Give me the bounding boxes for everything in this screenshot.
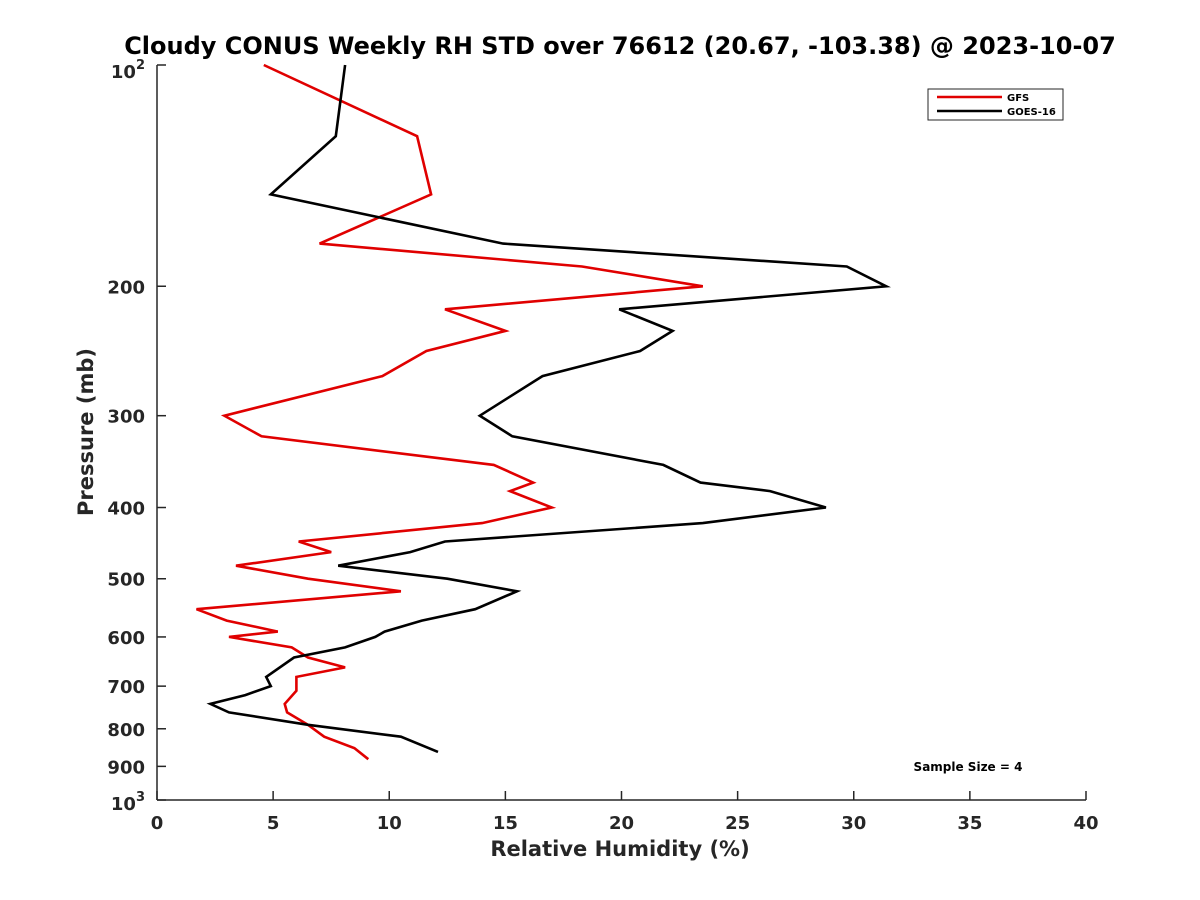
x-tick-label: 20 — [609, 813, 634, 834]
x-tick-label: 35 — [957, 813, 982, 834]
series-line-gfs — [196, 63, 704, 761]
y-bottom-tick-exp: 3 — [136, 790, 145, 805]
y-bottom-tick-base: 10 — [111, 794, 136, 815]
y-tick-label: 400 — [107, 499, 145, 520]
x-tick-label: 5 — [267, 813, 280, 834]
x-tick-label: 10 — [377, 813, 402, 834]
y-top-tick-label: 102 — [111, 58, 145, 83]
x-tick-label: 15 — [493, 813, 518, 834]
y-top-tick-exp: 2 — [136, 58, 145, 73]
x-axis-label: Relative Humidity (%) — [490, 837, 749, 861]
y-tick-label: 200 — [107, 277, 145, 298]
y-bottom-tick-label: 103 — [111, 790, 145, 815]
y-tick-label: 300 — [107, 407, 145, 428]
sample-size-annotation: Sample Size = 4 — [914, 760, 1023, 774]
series-layer — [196, 63, 891, 761]
y-axis-label: Pressure (mb) — [74, 348, 98, 516]
series-line-goes-16 — [206, 64, 891, 754]
x-ticks: 0 5 10 15 20 25 30 35 40 — [151, 791, 1099, 834]
y-tick-label: 900 — [107, 757, 145, 778]
x-tick-label: 0 — [151, 813, 164, 834]
y-tick-label: 800 — [107, 720, 145, 741]
legend: GFS GOES-16 — [927, 88, 1064, 121]
legend-label-gfs: GFS — [1007, 93, 1029, 104]
x-tick-label: 25 — [725, 813, 750, 834]
legend-box — [927, 88, 1064, 121]
y-ticks: 200 300 400 500 600 700 800 900 — [107, 64, 166, 801]
x-tick-label: 40 — [1073, 813, 1098, 834]
y-tick-label: 600 — [107, 628, 145, 649]
y-tick-label: 500 — [107, 570, 145, 591]
chart-title: Cloudy CONUS Weekly RH STD over 76612 (2… — [124, 32, 1116, 60]
y-tick-label: 700 — [107, 677, 145, 698]
legend-label-goes-16: GOES-16 — [1007, 107, 1056, 118]
x-tick-label: 30 — [841, 813, 866, 834]
y-top-tick-base: 10 — [111, 62, 136, 83]
